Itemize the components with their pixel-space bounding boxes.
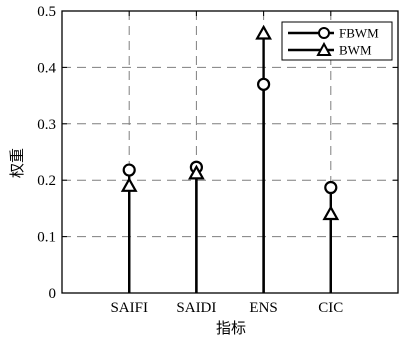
stems: [129, 34, 331, 293]
y-tick-label: 0.5: [37, 4, 56, 20]
legend-marker-circle: [319, 28, 329, 38]
y-axis-title: 权重: [8, 148, 26, 178]
y-tick-label: 0: [49, 286, 57, 302]
x-tick-label: ENS: [249, 300, 277, 316]
x-tick-label: CIC: [318, 300, 343, 316]
legend-label-fbwm: FBWM: [339, 26, 379, 41]
y-tick-label: 0.4: [37, 60, 56, 76]
marker-fbwm: [325, 182, 336, 193]
x-tick-label: SAIFI: [110, 300, 148, 316]
legend-label-bwm: BWM: [339, 43, 372, 58]
marker-fbwm: [258, 79, 269, 90]
y-tick-label: 0.3: [37, 117, 56, 133]
x-tick-label: SAIDI: [176, 300, 216, 316]
y-tick-label: 0.2: [37, 173, 56, 189]
marker-bwm: [257, 27, 270, 39]
marker-bwm: [123, 179, 136, 191]
legend: FBWM BWM: [282, 22, 392, 60]
x-axis-title: 指标: [216, 319, 246, 337]
marker-bwm: [324, 207, 337, 219]
marker-fbwm: [124, 165, 135, 176]
y-tick-label: 0.1: [37, 230, 56, 246]
